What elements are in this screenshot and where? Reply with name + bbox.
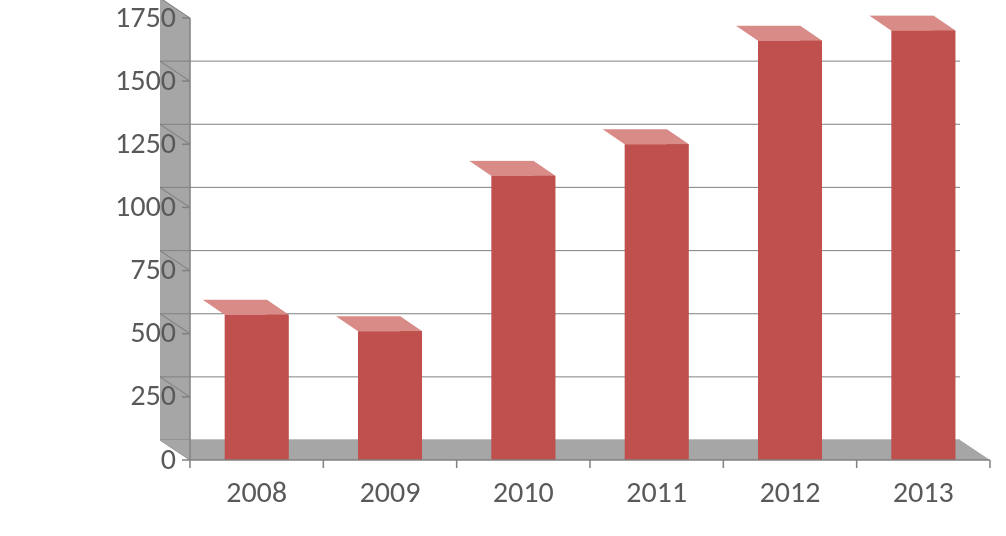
bar-chart-3d: 0250500750100012501500175020082009201020… bbox=[0, 0, 1006, 536]
y-axis-tick-label: 1750 bbox=[115, 0, 176, 36]
x-axis-tick-label: 2009 bbox=[323, 474, 456, 511]
x-axis-tick-label: 2012 bbox=[723, 474, 856, 511]
x-axis-tick-label: 2008 bbox=[190, 474, 323, 511]
x-axis-tick-label: 2010 bbox=[457, 474, 590, 511]
y-axis-tick-label: 1250 bbox=[115, 125, 176, 162]
x-axis-tick-label: 2011 bbox=[590, 474, 723, 511]
x-axis-tick-label: 2013 bbox=[857, 474, 990, 511]
y-axis-tick-label: 500 bbox=[130, 314, 176, 351]
y-axis-tick-label: 1500 bbox=[115, 62, 176, 99]
y-axis-tick-label: 1000 bbox=[115, 188, 176, 225]
y-axis-tick-label: 0 bbox=[161, 441, 176, 478]
y-axis-tick-label: 250 bbox=[130, 377, 176, 414]
y-axis-tick-label: 750 bbox=[130, 251, 176, 288]
